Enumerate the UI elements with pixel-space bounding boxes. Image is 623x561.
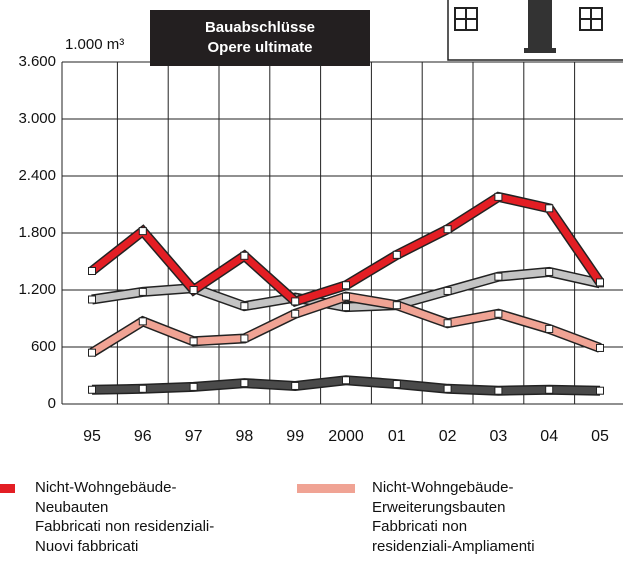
point-marker [89, 349, 96, 356]
y-tick-label: 600 [31, 338, 56, 355]
point-marker [292, 382, 299, 389]
legend-label: Nicht-Wohngebäude-Erweiterungsbauten Fab… [372, 478, 612, 556]
x-tick-label: 04 [540, 428, 558, 445]
house-icon [448, 0, 623, 60]
point-marker [139, 318, 146, 325]
y-tick-label: 3.000 [18, 110, 56, 127]
point-marker [546, 205, 553, 212]
point-marker [393, 251, 400, 258]
point-marker [546, 325, 553, 332]
x-tick-label: 96 [134, 428, 152, 445]
point-marker [495, 387, 502, 394]
point-marker [139, 385, 146, 392]
page: BauabschlüsseOpere ultimate 1.000 m³ 060… [0, 0, 623, 561]
legend-label: Nicht-Wohngebäude- Neubauten Fabbricati … [35, 478, 275, 556]
x-tick-label: 01 [388, 428, 406, 445]
point-marker [190, 338, 197, 345]
point-marker [343, 304, 350, 311]
x-tick-label: 2000 [328, 428, 364, 445]
point-marker [139, 228, 146, 235]
point-marker [393, 381, 400, 388]
legend-swatch [297, 484, 355, 493]
y-tick-label: 1.200 [18, 281, 56, 298]
legend-swatch [0, 484, 15, 493]
point-marker [241, 380, 248, 387]
x-tick-label: 95 [83, 428, 101, 445]
point-marker [292, 298, 299, 305]
y-tick-label: 0 [48, 395, 56, 412]
x-tick-label: 02 [439, 428, 457, 445]
point-marker [89, 268, 96, 275]
y-tick-label: 1.800 [18, 224, 56, 241]
point-marker [292, 310, 299, 317]
point-marker [89, 386, 96, 393]
point-marker [444, 226, 451, 233]
point-marker [597, 387, 604, 394]
point-marker [546, 386, 553, 393]
point-marker [597, 279, 604, 286]
y-tick-label: 2.400 [18, 167, 56, 184]
point-marker [343, 282, 350, 289]
point-marker [139, 288, 146, 295]
point-marker [597, 344, 604, 351]
x-tick-label: 97 [185, 428, 203, 445]
point-marker [241, 303, 248, 310]
y-axis-label: 1.000 m³ [65, 36, 124, 53]
point-marker [393, 302, 400, 309]
x-tick-label: 99 [286, 428, 304, 445]
x-tick-label: 03 [490, 428, 508, 445]
x-tick-label: 98 [236, 428, 254, 445]
point-marker [343, 293, 350, 300]
point-marker [495, 310, 502, 317]
x-tick-label: 05 [591, 428, 609, 445]
point-marker [495, 193, 502, 200]
point-marker [444, 320, 451, 327]
point-marker [343, 377, 350, 384]
point-marker [89, 296, 96, 303]
point-marker [190, 287, 197, 294]
point-marker [190, 383, 197, 390]
point-marker [241, 252, 248, 259]
y-tick-label: 3.600 [18, 53, 56, 70]
point-marker [444, 287, 451, 294]
point-marker [241, 335, 248, 342]
point-marker [444, 385, 451, 392]
point-marker [495, 273, 502, 280]
point-marker [546, 268, 553, 275]
